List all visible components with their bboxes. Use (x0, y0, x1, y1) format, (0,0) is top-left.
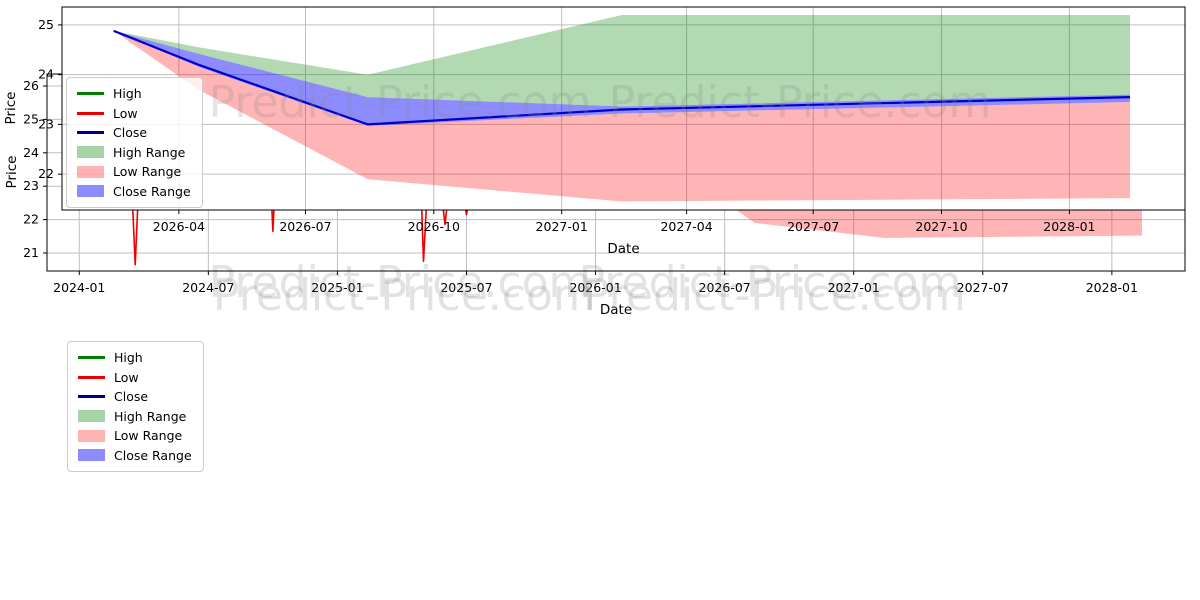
y-tick-label: 23 (23, 178, 39, 193)
x-tick-label: 2026-07 (699, 280, 751, 295)
x-tick-label: 2027-07 (957, 280, 1009, 295)
top-chart-legend: High Low Close High Range Low Range Clos… (66, 77, 203, 208)
legend-item-high: High (78, 350, 192, 365)
legend-item-close-range: Close Range (77, 184, 191, 199)
legend-item-low-range: Low Range (78, 428, 192, 443)
y-axis-label: Price (4, 156, 20, 189)
x-tick-label: 2027-01 (536, 219, 588, 234)
legend-item-label: Close Range (114, 447, 192, 463)
low-range-swatch (77, 165, 104, 178)
x-tick-label: 2027-07 (787, 219, 839, 234)
x-tick-label: 2024-07 (182, 280, 234, 295)
watermark-text: Predict-Price.com (579, 257, 962, 308)
legend-item-label: Low (114, 369, 139, 385)
y-tick-label: 23 (38, 116, 54, 131)
legend-item-label: High Range (114, 408, 187, 424)
y-tick-label: 24 (38, 67, 54, 82)
close-line-swatch (77, 131, 104, 134)
watermark-text: Predict-Price.com (209, 257, 592, 308)
y-axis-label: Price (3, 92, 19, 125)
legend-item-low: Low (77, 106, 191, 121)
legend-item-close-range: Close Range (78, 448, 192, 463)
low-range-swatch (78, 429, 105, 442)
bottom-price-chart: Predict-Price.com Predict-Price.com 2026-0… (3, 6, 1186, 257)
y-tick-label: 21 (23, 245, 39, 260)
high-range-swatch (77, 146, 104, 158)
y-tick-label: 25 (23, 111, 39, 126)
legend-item-close: Close (78, 389, 192, 404)
close-range-swatch (77, 185, 104, 197)
legend-item-label: Close Range (113, 183, 191, 199)
legend-item-label: High (114, 350, 143, 365)
legend-item-label: Low Range (114, 428, 183, 443)
x-tick-label: 2027-01 (828, 280, 880, 295)
legend-item-label: Close (113, 125, 148, 140)
x-axis-label: Date (600, 302, 632, 318)
x-tick-label: 2027-04 (660, 219, 712, 234)
x-tick-label: 2024-01 (53, 280, 105, 295)
legend-item-close: Close (77, 125, 191, 140)
close-line-swatch (78, 395, 105, 398)
x-tick-label: 2025-01 (311, 280, 363, 295)
x-axis-label: Date (607, 241, 639, 257)
low-line-swatch (78, 375, 105, 379)
y-tick-label: 25 (38, 17, 54, 32)
watermark-text: Predict-Price.com (609, 77, 992, 128)
legend-item-label: Low Range (113, 164, 182, 179)
x-tick-label: 2027-10 (915, 219, 967, 234)
y-tick-label: 22 (38, 166, 54, 181)
high-range-swatch (78, 410, 105, 422)
legend-item-label: High Range (113, 144, 186, 160)
y-tick-label: 26 (23, 78, 39, 93)
high-line-swatch (77, 92, 104, 95)
legend-item-label: Close (114, 389, 149, 404)
high-line-swatch (78, 356, 105, 359)
x-tick-label: 2026-01 (569, 280, 621, 295)
legend-item-label: Low (113, 105, 138, 121)
watermark-text: Predict-Price.com (209, 77, 592, 128)
legend-item-high-range: High Range (78, 409, 192, 424)
low-line-swatch (77, 111, 104, 115)
legend-item-high: High (77, 86, 191, 101)
x-tick-label: 2028-01 (1086, 280, 1138, 295)
bottom-chart-legend: High Low Close High Range Low Range Clos… (67, 341, 204, 472)
x-tick-label: 2026-10 (408, 219, 460, 234)
legend-item-high-range: High Range (77, 145, 191, 160)
x-tick-label: 2025-07 (440, 280, 492, 295)
x-tick-label: 2026-04 (153, 219, 205, 234)
y-tick-label: 24 (23, 145, 39, 160)
legend-item-low-range: Low Range (77, 164, 191, 179)
legend-item-low: Low (78, 370, 192, 385)
close-range-swatch (78, 449, 105, 461)
y-tick-label: 22 (23, 212, 39, 227)
x-tick-label: 2026-07 (279, 219, 331, 234)
legend-item-label: High (113, 86, 142, 101)
x-tick-label: 2028-01 (1043, 219, 1095, 234)
